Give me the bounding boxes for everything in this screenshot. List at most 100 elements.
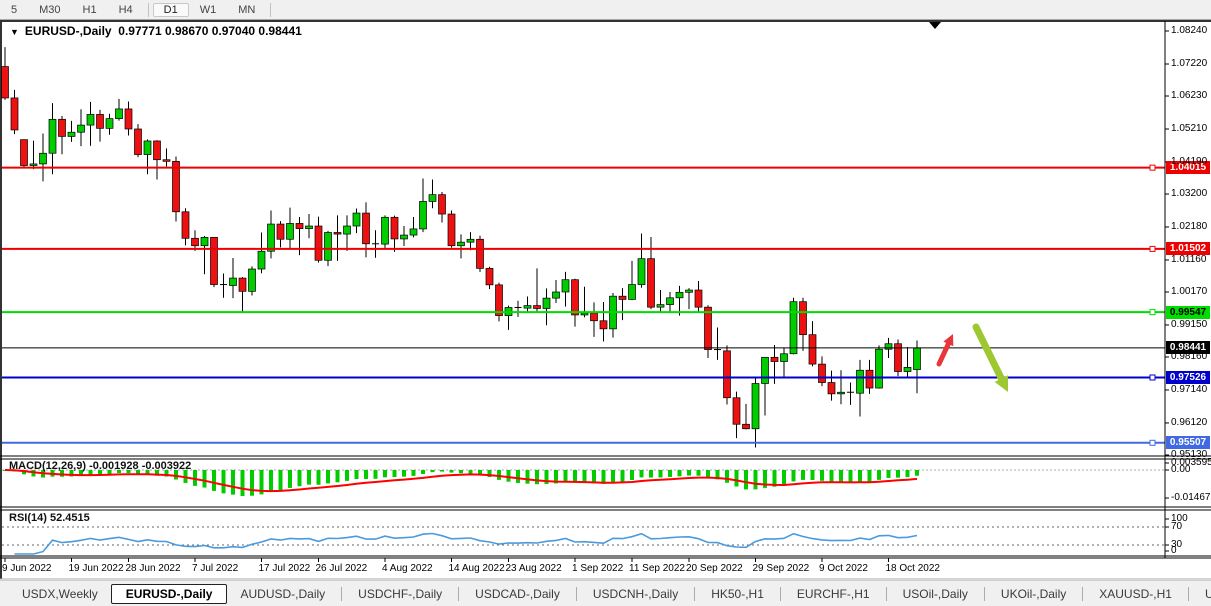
tab-separator	[1187, 586, 1189, 601]
timeframe-button-h1[interactable]: H1	[82, 3, 97, 16]
candle	[808, 321, 817, 367]
candle	[466, 232, 475, 251]
candle	[172, 156, 180, 222]
chart-shift-marker	[929, 22, 941, 29]
timeframe-button-d1[interactable]: D1	[152, 2, 189, 17]
candle	[181, 208, 190, 246]
candle	[704, 305, 712, 358]
candle	[894, 339, 902, 377]
green-down-arrow-annotation[interactable]	[972, 323, 1009, 392]
candle	[115, 98, 123, 121]
candle	[732, 391, 741, 439]
candle	[523, 296, 532, 313]
macd-signal-line	[4, 469, 918, 493]
candle	[238, 277, 247, 314]
candle	[485, 266, 494, 290]
candle	[200, 236, 209, 275]
candle	[409, 216, 418, 238]
symbol-tab-audusd-daily[interactable]: AUDUSD-,Daily	[240, 586, 326, 601]
candle	[400, 226, 408, 247]
price-level-line-0.95507[interactable]	[2, 439, 1165, 446]
candle	[276, 221, 285, 248]
candle	[124, 101, 133, 136]
candle	[143, 139, 152, 175]
symbol-tab-usoil-daily[interactable]: USOil-,Daily	[902, 586, 968, 601]
price-level-line-1.04015[interactable]	[2, 164, 1165, 171]
timeframe-toolbar: 5 M30 H1 H4 D1 W1 MN	[0, 0, 1211, 20]
candle	[333, 215, 342, 261]
candle	[875, 345, 883, 389]
candle	[419, 178, 427, 233]
symbol-tab-usdcad-daily[interactable]: USDCAD-,Daily	[475, 586, 560, 601]
candle	[86, 101, 95, 146]
candle	[533, 268, 541, 312]
candle	[67, 120, 76, 142]
candle	[153, 140, 161, 180]
candle	[428, 179, 437, 209]
candle	[210, 236, 218, 288]
candle	[856, 359, 864, 417]
tab-separator	[575, 586, 577, 601]
timeframe-button-w1[interactable]: W1	[199, 3, 217, 16]
timeframe-button-5[interactable]: 5	[11, 3, 18, 16]
timeframe-button-mn[interactable]: MN	[238, 3, 256, 16]
candle	[504, 305, 513, 330]
candle	[666, 291, 674, 313]
symbol-tab-eurusd-daily[interactable]: EURUSD-,Daily	[110, 583, 228, 604]
timeframe-button-h4[interactable]: H4	[118, 3, 133, 16]
price-level-line-1.01502[interactable]	[2, 245, 1165, 252]
candle	[637, 233, 646, 288]
candle	[789, 297, 798, 355]
candle	[542, 288, 551, 326]
candle	[220, 273, 227, 298]
candle	[599, 302, 608, 342]
candle	[837, 370, 845, 405]
symbol-tab-hk50-h1[interactable]: HK50-,H1	[711, 586, 764, 601]
candle	[913, 340, 921, 394]
price-level-line-0.97526[interactable]	[2, 374, 1165, 381]
symbol-tab-ukoil-daily[interactable]: UKOil-,Daily	[1000, 586, 1067, 601]
tab-separator	[341, 586, 343, 601]
candle	[1, 47, 9, 100]
macd-histogram	[3, 470, 919, 497]
candle	[751, 378, 760, 448]
tab-separator	[694, 586, 696, 601]
symbol-tab-usdx-weekly[interactable]: USDX,Weekly	[22, 586, 98, 601]
candle	[780, 347, 788, 378]
price-level-line-0.99547[interactable]	[2, 309, 1165, 316]
candle	[134, 124, 142, 158]
symbol-tab-usdchf-daily[interactable]: USDCHF-,Daily	[358, 586, 443, 601]
rsi-line	[14, 532, 918, 555]
candle	[162, 148, 171, 167]
symbol-tab-bar: USDX,Weekly EURUSD-,Daily AUDUSD-,Daily USD…	[0, 580, 1211, 606]
candle	[381, 215, 389, 249]
candle	[229, 258, 237, 299]
red-up-arrow-annotation[interactable]	[936, 334, 954, 367]
candle	[96, 109, 104, 142]
candle	[628, 260, 636, 301]
symbol-tab-ukoil-daily[interactable]: UKOil-,Daily	[1204, 586, 1211, 601]
candle	[105, 113, 114, 135]
tab-separator	[779, 586, 781, 601]
candle	[372, 230, 379, 258]
candle	[656, 290, 665, 313]
candle	[39, 133, 47, 182]
tab-separator	[458, 586, 460, 601]
candle	[561, 271, 570, 307]
candle	[552, 280, 560, 303]
timeframe-button-m30[interactable]: M30	[39, 3, 61, 16]
symbol-tab-eurchf-h1[interactable]: EURCHF-,H1	[796, 586, 870, 601]
candle	[675, 285, 684, 316]
candle	[647, 237, 655, 310]
candle	[476, 235, 484, 272]
candle	[286, 207, 294, 249]
chart-window	[0, 20, 1211, 579]
candle	[457, 234, 465, 259]
symbol-tab-xauusd-h1[interactable]: XAUUSD-,H1	[1099, 586, 1172, 601]
symbol-tab-usdcnh-daily[interactable]: USDCNH-,Daily	[592, 586, 679, 601]
candle	[694, 280, 703, 313]
candle	[248, 266, 256, 296]
candle	[314, 216, 323, 263]
candle	[714, 327, 721, 360]
